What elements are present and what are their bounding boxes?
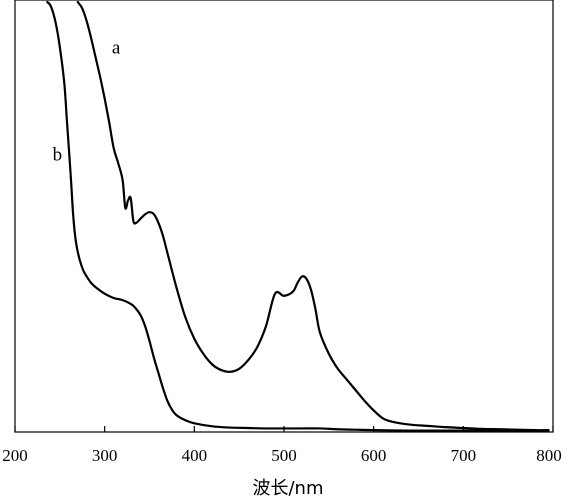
series-labels: ab	[53, 37, 121, 165]
x-tick-label-400: 400	[182, 446, 208, 465]
x-tick-label-600: 600	[361, 446, 387, 465]
x-tick-label-200: 200	[2, 446, 28, 465]
x-tick-label-300: 300	[92, 446, 118, 465]
series-a-line	[76, 0, 550, 432]
x-tick-label-700: 700	[451, 446, 477, 465]
x-tick-label-800: 800	[536, 446, 562, 465]
series-layer	[46, 0, 550, 432]
series-a-label: a	[112, 37, 121, 58]
plot-frame	[14, 0, 554, 433]
series-b-label: b	[53, 145, 63, 166]
series-b-line	[46, 0, 550, 432]
x-tick-label-500: 500	[271, 446, 297, 465]
x-axis-title: 波长/nm	[252, 478, 323, 499]
x-axis-tick-labels: 200 300 400 500 600 700 800	[2, 446, 562, 465]
